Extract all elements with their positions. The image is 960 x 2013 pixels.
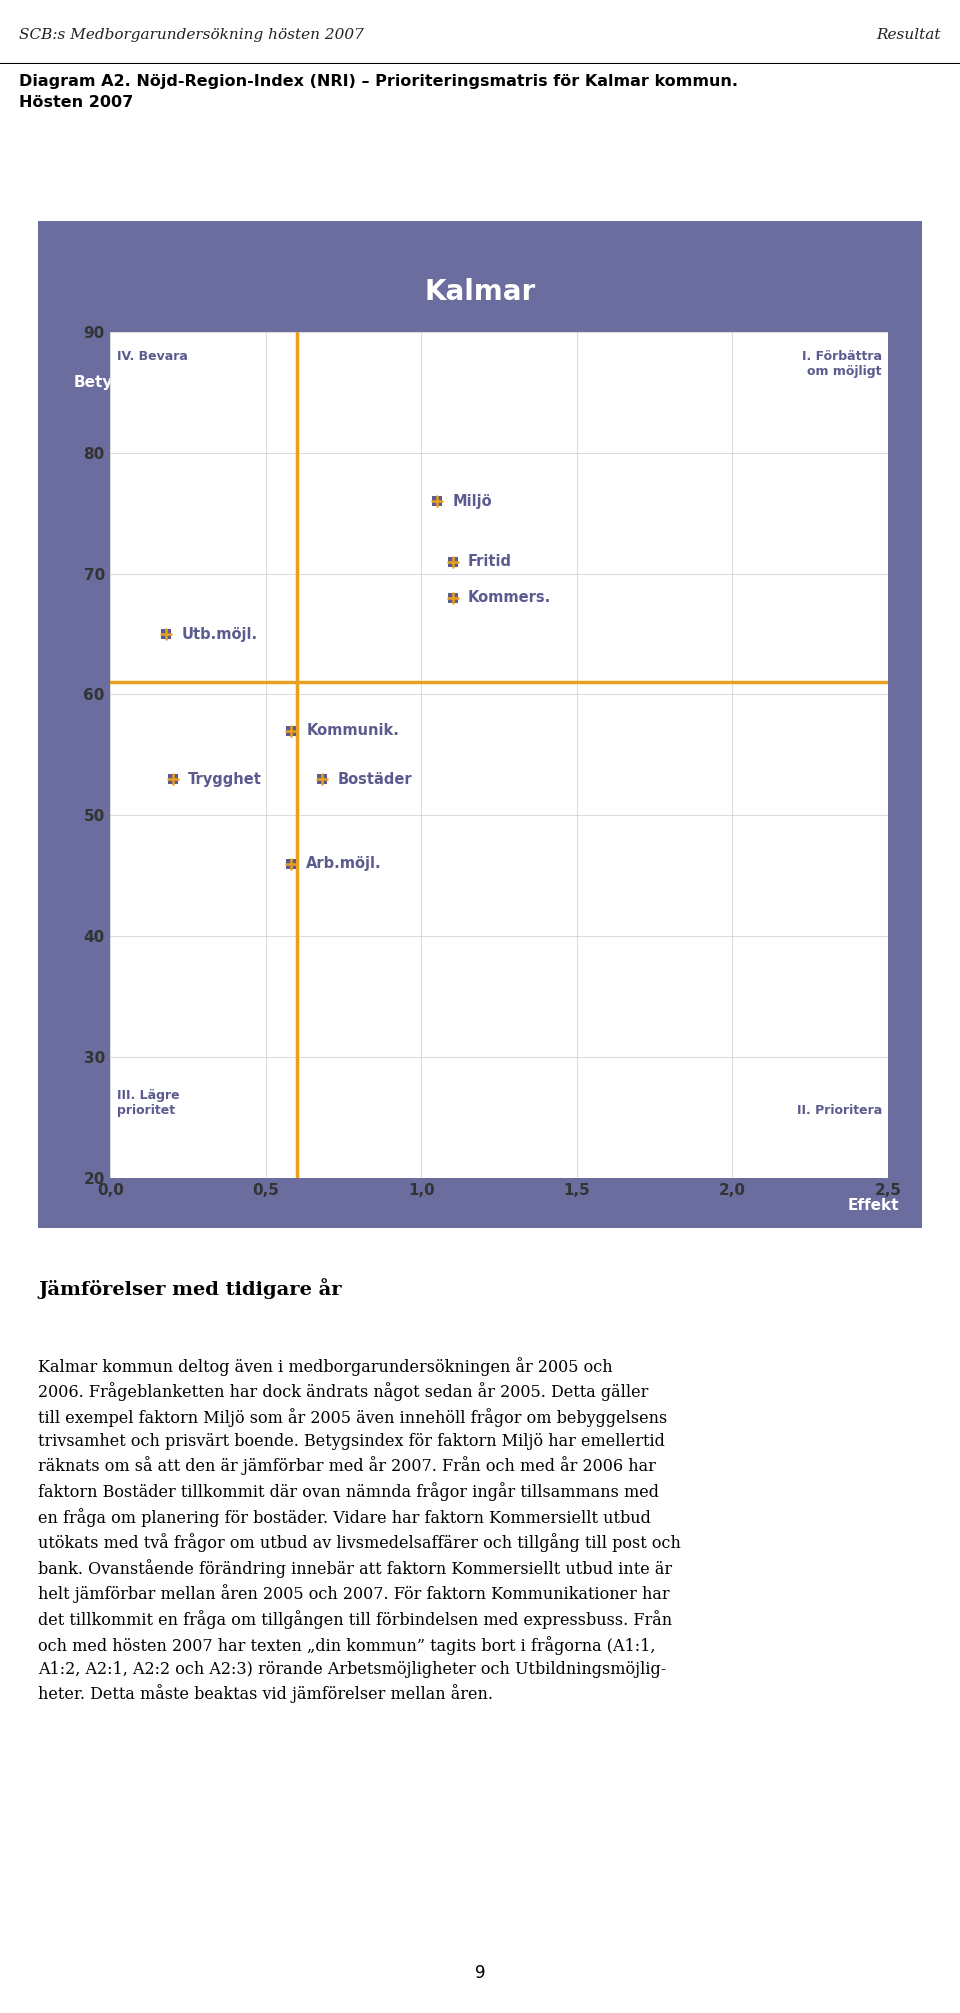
Text: Fritid: Fritid [468, 554, 512, 570]
Text: IV. Bevara: IV. Bevara [116, 350, 187, 362]
Text: Kalmar kommun deltog även i medborgarundersökningen år 2005 och
2006. Frågeblank: Kalmar kommun deltog även i medborgarund… [38, 1357, 682, 1703]
Text: III. Lägre
prioritet: III. Lägre prioritet [116, 1089, 180, 1117]
Text: II. Prioritera: II. Prioritera [797, 1105, 882, 1117]
Text: Trygghet: Trygghet [188, 771, 262, 787]
Text: Bostäder: Bostäder [338, 771, 412, 787]
Text: Betygsindex: Betygsindex [74, 374, 180, 391]
Text: Jämförelser med tidigare år: Jämförelser med tidigare år [38, 1278, 342, 1298]
Text: I. Förbättra
om möjligt: I. Förbättra om möjligt [802, 350, 882, 378]
Text: Utb.möjl.: Utb.möjl. [182, 626, 258, 642]
Text: Arb.möjl.: Arb.möjl. [306, 856, 382, 872]
Text: SCB:s Medborgarundersökning hösten 2007: SCB:s Medborgarundersökning hösten 2007 [19, 28, 364, 42]
Text: Effekt: Effekt [848, 1198, 900, 1212]
Text: Diagram A2. Nöjd-Region-Index (NRI) – Prioriteringsmatris för Kalmar kommun.
Hös: Diagram A2. Nöjd-Region-Index (NRI) – Pr… [19, 74, 738, 111]
Text: Miljö: Miljö [452, 493, 492, 509]
Text: Kommers.: Kommers. [468, 590, 551, 606]
Text: 9: 9 [475, 1965, 485, 1981]
Text: Kommunik.: Kommunik. [306, 723, 399, 739]
Text: Kalmar: Kalmar [424, 278, 536, 306]
Text: Resultat: Resultat [876, 28, 941, 42]
